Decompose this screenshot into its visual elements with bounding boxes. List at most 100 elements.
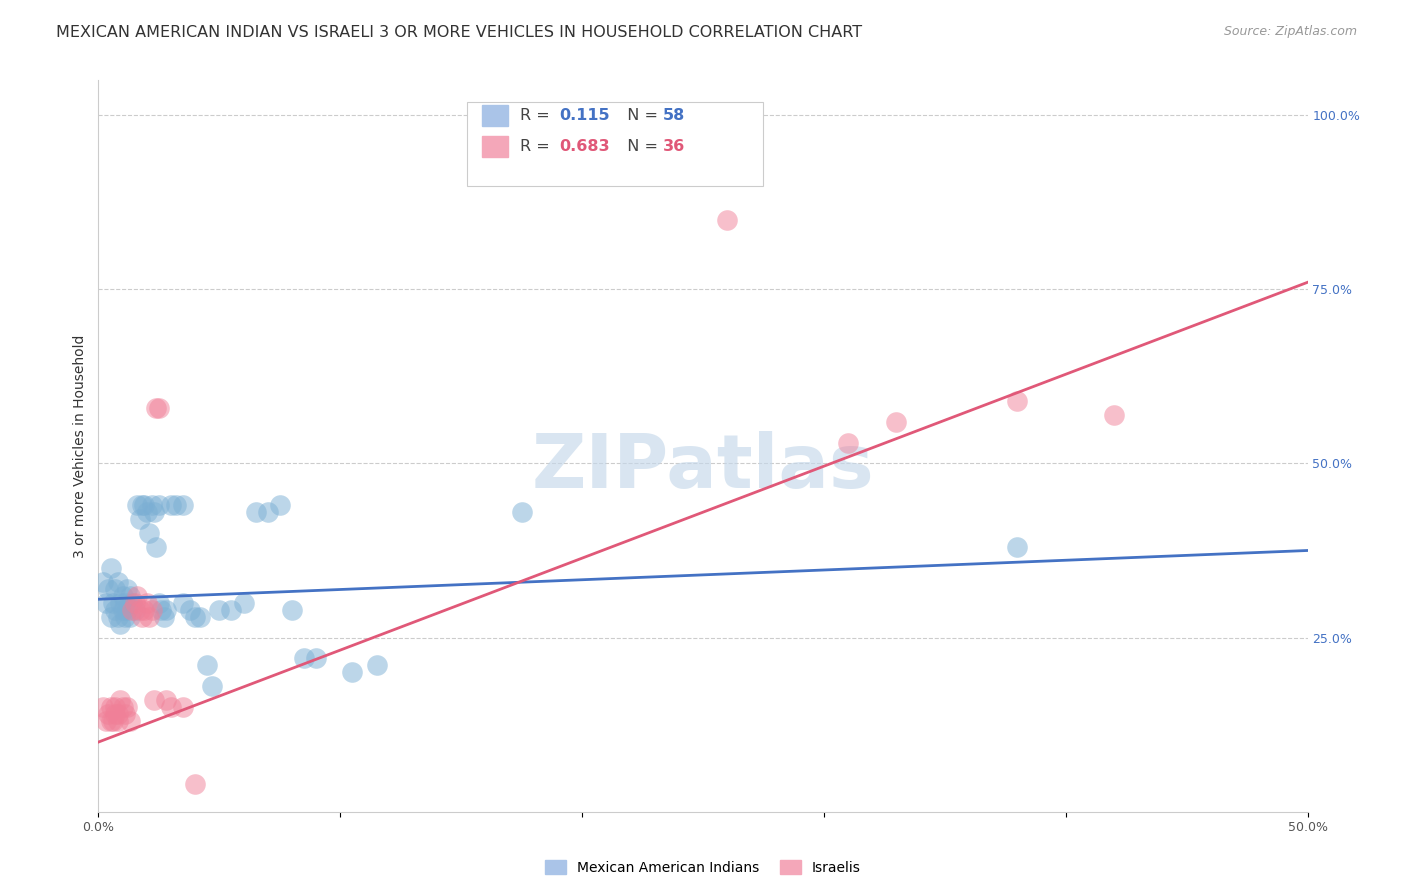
Point	[107, 609, 129, 624]
Point	[97, 707, 120, 722]
FancyBboxPatch shape	[467, 103, 763, 186]
Point	[232, 596, 254, 610]
Text: R =: R =	[520, 139, 555, 154]
Point	[152, 609, 174, 624]
Point	[141, 498, 163, 512]
Y-axis label: 3 or more Vehicles in Household: 3 or more Vehicles in Household	[73, 334, 87, 558]
Point	[100, 561, 122, 575]
Point	[101, 714, 124, 728]
Text: R =: R =	[520, 108, 555, 123]
Point	[155, 603, 177, 617]
Point	[135, 505, 157, 519]
Point	[160, 700, 183, 714]
Point	[195, 658, 218, 673]
Point	[148, 596, 170, 610]
Point	[135, 596, 157, 610]
Point	[305, 651, 328, 665]
Point	[245, 505, 267, 519]
Point	[179, 603, 201, 617]
Point	[108, 616, 131, 631]
Point	[94, 596, 117, 610]
FancyBboxPatch shape	[482, 136, 509, 157]
Point	[128, 512, 150, 526]
Point	[114, 707, 136, 722]
Point	[148, 401, 170, 415]
Point	[107, 714, 129, 728]
Text: N =: N =	[617, 139, 664, 154]
Point	[1007, 393, 1029, 408]
Point	[111, 603, 134, 617]
Point	[886, 415, 908, 429]
Point	[94, 714, 117, 728]
Point	[100, 700, 122, 714]
Point	[138, 526, 160, 541]
Point	[117, 582, 139, 596]
Point	[124, 603, 146, 617]
Point	[138, 609, 160, 624]
Point	[184, 777, 207, 791]
Point	[131, 609, 153, 624]
Point	[150, 603, 173, 617]
Point	[101, 596, 124, 610]
Point	[121, 603, 143, 617]
Point	[118, 609, 141, 624]
Point	[165, 498, 187, 512]
FancyBboxPatch shape	[482, 104, 509, 126]
Point	[114, 609, 136, 624]
Legend: Mexican American Indians, Israelis: Mexican American Indians, Israelis	[540, 855, 866, 880]
Point	[1007, 540, 1029, 554]
Point	[141, 603, 163, 617]
Point	[117, 603, 139, 617]
Point	[201, 679, 224, 693]
Point	[100, 609, 122, 624]
Point	[91, 574, 114, 589]
Point	[716, 212, 738, 227]
Point	[108, 693, 131, 707]
Point	[1102, 408, 1125, 422]
Point	[114, 596, 136, 610]
Point	[117, 700, 139, 714]
Point	[111, 589, 134, 603]
Point	[124, 596, 146, 610]
Point	[121, 596, 143, 610]
Point	[100, 714, 122, 728]
Point	[143, 505, 166, 519]
Point	[104, 707, 127, 722]
Point	[145, 401, 167, 415]
Point	[127, 498, 149, 512]
Point	[510, 505, 533, 519]
Point	[111, 700, 134, 714]
Point	[143, 693, 166, 707]
Point	[155, 693, 177, 707]
Point	[208, 603, 231, 617]
Point	[108, 596, 131, 610]
Point	[107, 574, 129, 589]
Text: N =: N =	[617, 108, 664, 123]
Point	[172, 596, 194, 610]
Point	[104, 582, 127, 596]
Point	[292, 651, 315, 665]
Text: 36: 36	[664, 139, 685, 154]
Point	[104, 603, 127, 617]
Point	[184, 609, 207, 624]
Point	[131, 498, 153, 512]
Point	[134, 498, 156, 512]
Text: 58: 58	[664, 108, 685, 123]
Point	[127, 589, 149, 603]
Text: Source: ZipAtlas.com: Source: ZipAtlas.com	[1223, 25, 1357, 38]
Point	[134, 603, 156, 617]
Point	[160, 498, 183, 512]
Point	[256, 505, 278, 519]
Point	[148, 498, 170, 512]
Point	[104, 700, 127, 714]
Text: MEXICAN AMERICAN INDIAN VS ISRAELI 3 OR MORE VEHICLES IN HOUSEHOLD CORRELATION C: MEXICAN AMERICAN INDIAN VS ISRAELI 3 OR …	[56, 25, 862, 40]
Text: 0.115: 0.115	[560, 108, 610, 123]
Point	[366, 658, 388, 673]
Text: ZIPatlas: ZIPatlas	[531, 432, 875, 505]
Point	[118, 714, 141, 728]
Point	[128, 603, 150, 617]
Point	[107, 707, 129, 722]
Point	[837, 435, 859, 450]
Text: 0.683: 0.683	[560, 139, 610, 154]
Point	[118, 589, 141, 603]
